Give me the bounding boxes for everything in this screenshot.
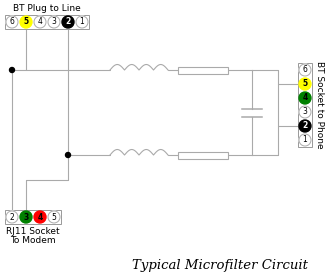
Text: 4: 4 (37, 213, 43, 221)
Text: 1: 1 (303, 136, 307, 144)
Text: 2: 2 (10, 213, 14, 221)
Text: 2: 2 (66, 17, 71, 27)
Circle shape (48, 16, 60, 28)
Text: Typical Microfilter Circuit: Typical Microfilter Circuit (132, 258, 308, 272)
Text: RJ11 Socket: RJ11 Socket (6, 227, 60, 236)
Circle shape (34, 16, 46, 28)
Text: 6: 6 (9, 17, 14, 27)
Text: 4: 4 (303, 94, 308, 102)
Text: 3: 3 (52, 17, 56, 27)
Text: BT Socket to Phone: BT Socket to Phone (315, 61, 324, 149)
Text: BT Plug to Line: BT Plug to Line (13, 4, 81, 13)
Text: 3: 3 (303, 108, 307, 116)
Bar (298, 63, 312, 147)
Circle shape (6, 16, 18, 28)
Circle shape (299, 106, 311, 118)
Circle shape (299, 120, 311, 132)
Circle shape (6, 211, 18, 223)
Text: 5: 5 (52, 213, 56, 221)
Bar (178, 151, 228, 158)
Text: 1: 1 (80, 17, 84, 27)
Circle shape (34, 211, 46, 223)
Bar (5, 210, 61, 224)
Circle shape (76, 16, 88, 28)
Text: 5: 5 (303, 80, 307, 88)
Circle shape (62, 16, 74, 28)
Text: 5: 5 (23, 17, 29, 27)
Circle shape (48, 211, 60, 223)
Circle shape (20, 16, 32, 28)
Text: 3: 3 (23, 213, 29, 221)
Circle shape (299, 78, 311, 90)
Circle shape (66, 153, 70, 157)
Text: To Modem: To Modem (10, 236, 56, 245)
Text: 4: 4 (37, 17, 42, 27)
Circle shape (299, 134, 311, 146)
Bar (5, 15, 89, 29)
Circle shape (299, 92, 311, 104)
Bar (178, 67, 228, 74)
Text: 6: 6 (303, 66, 307, 74)
Circle shape (20, 211, 32, 223)
Circle shape (299, 64, 311, 76)
Circle shape (9, 67, 14, 73)
Text: 2: 2 (303, 122, 308, 130)
